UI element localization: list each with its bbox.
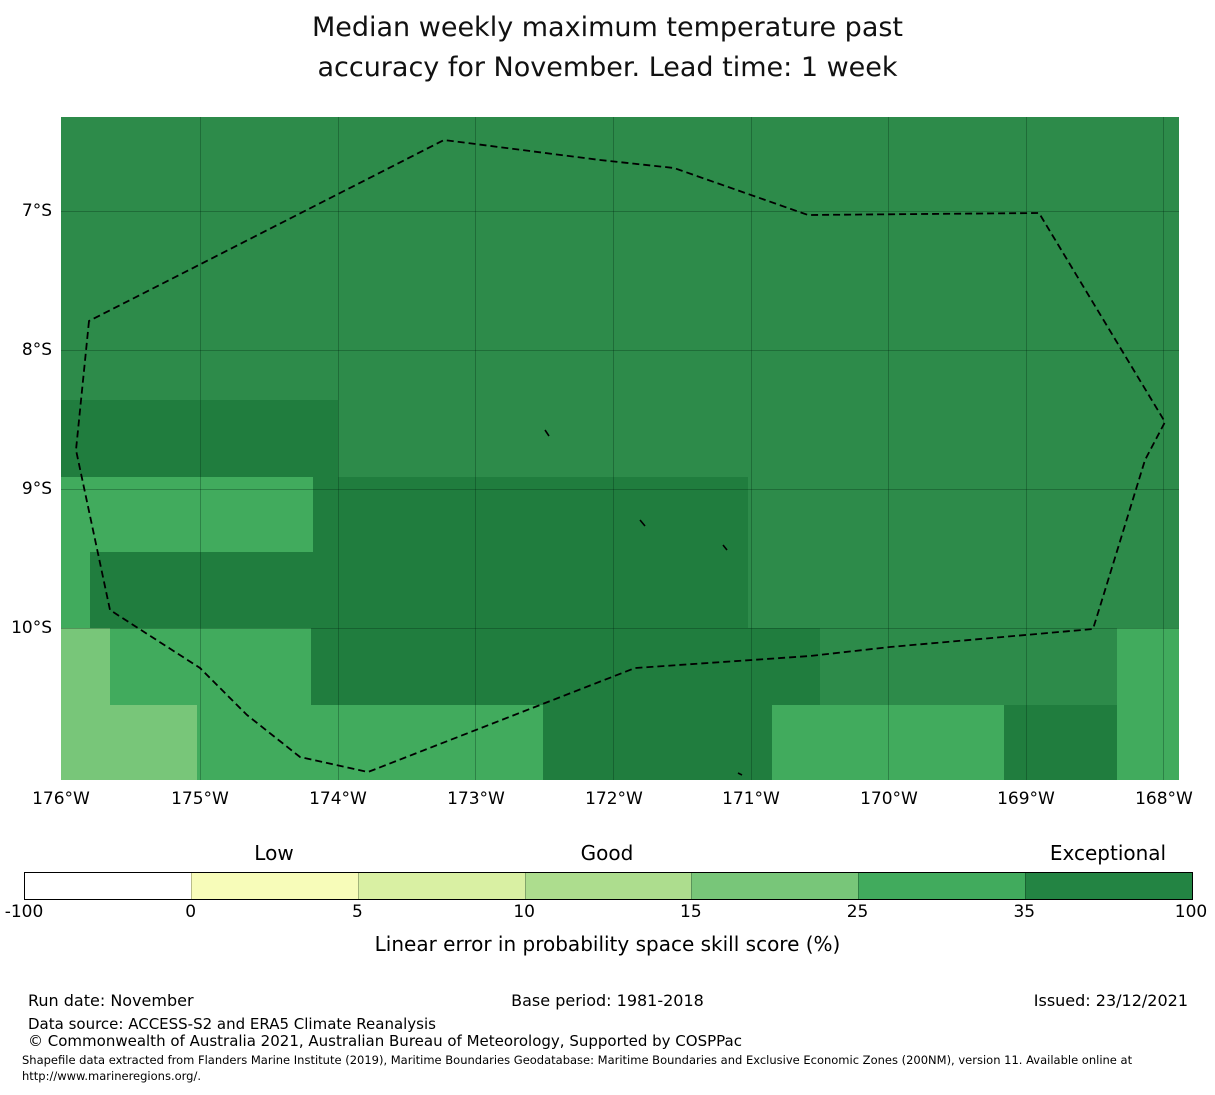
skill-cell-light — [61, 628, 110, 705]
colorbar-class-label-exceptional: Exceptional — [1049, 841, 1167, 865]
skill-cell-dark — [61, 400, 338, 477]
x-tick-label: 176°W — [32, 789, 90, 809]
gridline-vertical — [1163, 117, 1164, 780]
gridline-horizontal — [61, 350, 1179, 351]
gridline-vertical — [338, 117, 339, 780]
y-tick-label: 9°S — [21, 479, 52, 499]
colorbar-class-label-low: Low — [254, 841, 294, 865]
colorbar-tick-label: -100 — [4, 902, 44, 922]
eez-boundary-line — [75, 139, 1167, 773]
gridline-vertical — [888, 117, 889, 780]
gridline-vertical — [751, 117, 752, 780]
x-tick-label: 175°W — [171, 789, 229, 809]
skill-cell-medium — [110, 628, 311, 705]
colorbar-tick-label: 25 — [846, 902, 869, 922]
chart-title-line2: accuracy for November. Lead time: 1 week — [317, 52, 898, 83]
x-tick-label: 168°W — [1135, 789, 1193, 809]
colorbar-segment — [357, 873, 525, 899]
skill-cell-medium — [61, 477, 313, 552]
colorbar-segment — [1025, 873, 1193, 899]
colorbar-tick-label: 15 — [680, 902, 702, 922]
base-period-label: Base period: 1981-2018 — [511, 991, 704, 1010]
skill-cell-medium — [1117, 628, 1179, 780]
x-tick-label: 174°W — [309, 789, 367, 809]
skill-cell-dark — [83, 552, 748, 628]
colorbar-segment — [190, 873, 358, 899]
y-tick-label: 8°S — [21, 340, 52, 360]
gridline-horizontal — [61, 211, 1179, 212]
colorbar-tick-label: 100 — [1174, 902, 1208, 922]
colorbar-tick-label: 0 — [185, 902, 197, 922]
colorbar-segment — [25, 873, 191, 899]
colorbar-segment — [691, 873, 859, 899]
chart-title: Median weekly maximum temperature past a… — [0, 8, 1215, 88]
skill-cell-medium — [61, 552, 90, 628]
skill-cell-dark — [311, 477, 748, 552]
colorbar-tick-label: 35 — [1013, 902, 1036, 922]
issued-date-label: Issued: 23/12/2021 — [1033, 991, 1188, 1010]
run-date-label: Run date: November — [28, 991, 194, 1010]
island-boundary-mark — [544, 429, 550, 437]
skill-cell-dark — [1004, 705, 1117, 780]
chart-title-line1: Median weekly maximum temperature past — [311, 12, 904, 43]
colorbar-tick-label: 5 — [352, 902, 363, 922]
colorbar-segment — [858, 873, 1026, 899]
skill-cell-dark — [311, 628, 820, 705]
x-tick-label: 172°W — [585, 789, 643, 809]
gridline-vertical — [1026, 117, 1027, 780]
map-canvas — [61, 117, 1179, 780]
island-boundary-mark — [639, 519, 646, 527]
x-tick-label: 169°W — [997, 789, 1055, 809]
shapefile-attribution-line2: http://www.marineregions.org/. — [22, 1068, 201, 1083]
x-tick-label: 170°W — [860, 789, 918, 809]
y-tick-label: 10°S — [11, 618, 52, 638]
gridline-vertical — [200, 117, 201, 780]
data-source-label: Data source: ACCESS-S2 and ERA5 Climate … — [28, 1015, 436, 1033]
colorbar-tick-label: 10 — [513, 902, 535, 922]
eez-overlay — [75, 139, 1167, 776]
island-boundary-mark — [737, 772, 743, 776]
shapefile-attribution-line1: Shapefile data extracted from Flanders M… — [22, 1053, 1133, 1067]
x-tick-label: 171°W — [722, 789, 780, 809]
x-tick-label: 173°W — [447, 789, 505, 809]
skill-cell-medium — [197, 705, 543, 780]
skill-cell-dark — [543, 705, 772, 780]
colorbar — [24, 872, 1193, 900]
colorbar-title: Linear error in probability space skill … — [374, 932, 841, 956]
island-boundary-mark — [722, 544, 728, 551]
shapefile-attribution: Shapefile data extracted from Flanders M… — [22, 1053, 1197, 1084]
colorbar-class-label-good: Good — [580, 841, 634, 865]
gridline-horizontal — [61, 489, 1179, 490]
skill-cell-medium — [772, 705, 1004, 780]
gridline-vertical — [613, 117, 614, 780]
gridline-horizontal — [61, 628, 1179, 629]
skill-cell-light — [61, 705, 197, 780]
copyright-label: © Commonwealth of Australia 2021, Austra… — [28, 1032, 742, 1050]
y-tick-label: 7°S — [21, 201, 52, 221]
gridline-vertical — [475, 117, 476, 780]
colorbar-segment — [524, 873, 692, 899]
